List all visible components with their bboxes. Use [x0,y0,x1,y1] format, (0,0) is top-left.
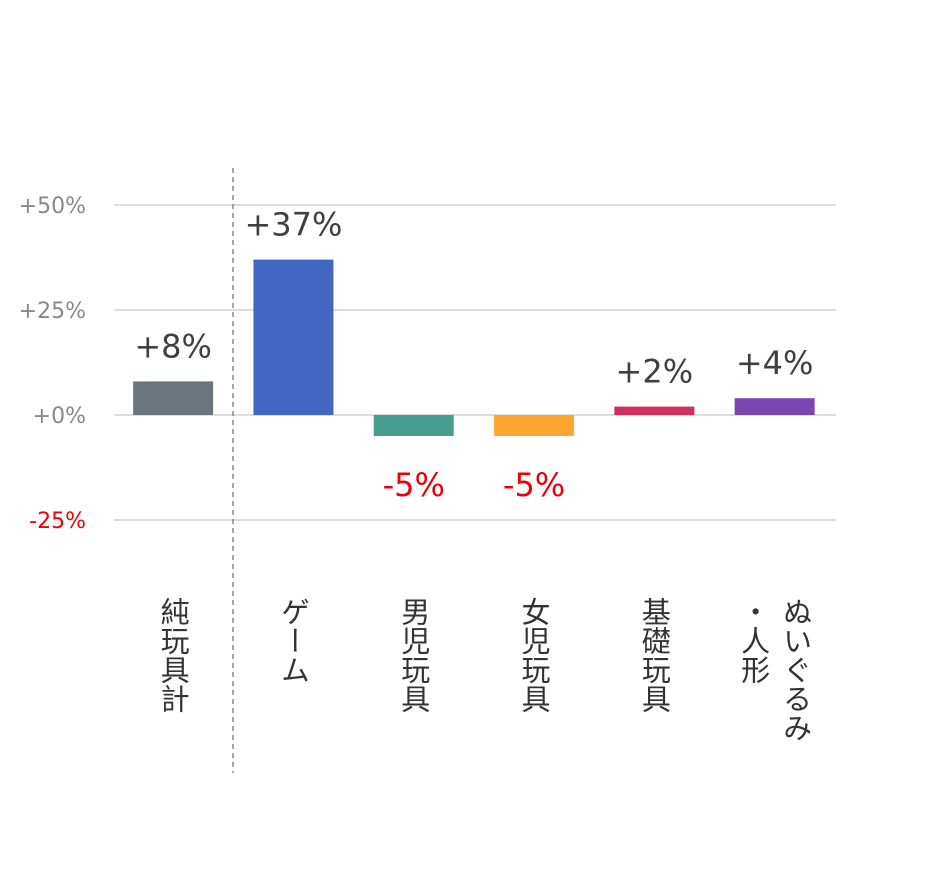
y-tick-label: +25% [19,299,86,324]
category-label-3: 女児玩具 [517,597,551,713]
y-axis-ticks: +50% +25% +0% -25% [19,194,86,534]
category-labels: 純玩具計 ゲーム 男児玩具 女児玩具 基礎玩具 ぬいぐるみ・人形 [156,597,813,742]
y-tick-label: -25% [29,509,86,534]
data-label-4: +2% [616,353,694,391]
category-label-5: ・人形 [737,597,771,684]
category-label-1: ゲーム [276,597,310,684]
data-label-3: -5% [503,466,565,504]
bars [133,259,815,436]
bar-5 [734,398,815,415]
bar-4 [614,406,695,415]
data-labels: +8% +37% -5% -5% +2% +4% [134,206,813,504]
bar-0 [133,381,214,415]
grid-lines [114,204,836,521]
bar-2 [373,415,454,436]
y-tick-label: +0% [33,404,86,429]
bar-3 [494,415,575,436]
data-label-5: +4% [736,344,814,382]
data-label-2: -5% [383,466,445,504]
data-label-1: +37% [244,206,342,244]
category-label-2: 男児玩具 [397,597,431,713]
y-tick-label: +50% [19,194,86,219]
bar-1 [253,259,334,415]
category-label-0: 純玩具計 [156,597,190,713]
category-label-5: ぬいぐるみ [779,597,813,742]
data-label-0: +8% [134,327,212,365]
category-label-4: 基礎玩具 [637,597,671,713]
